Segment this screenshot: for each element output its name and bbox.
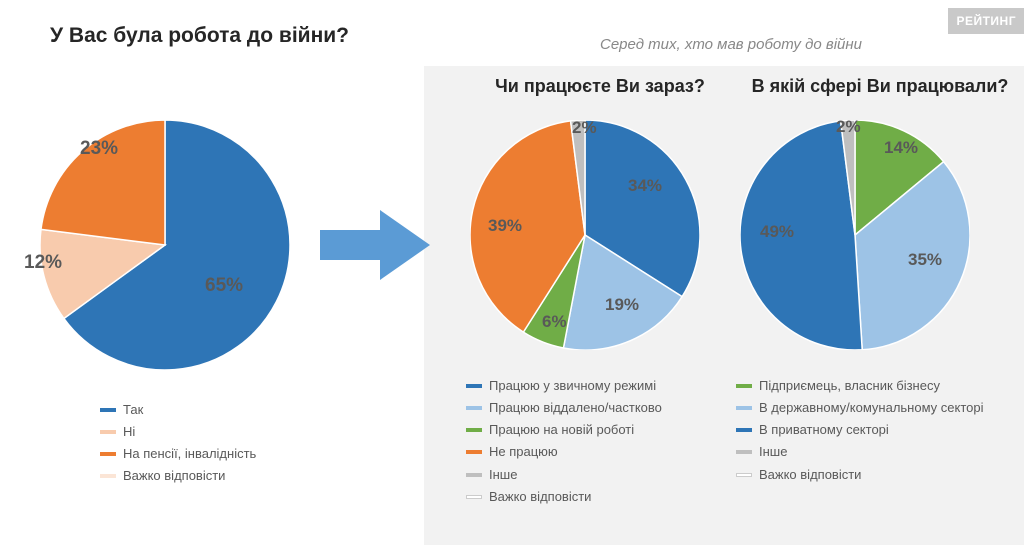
legend-row: Підприємець, власник бізнесу (736, 376, 1016, 396)
legend-label: Важко відповісти (123, 466, 360, 486)
legend-row: Працюю віддалено/частково (466, 398, 716, 418)
legend-row: В приватному секторі (736, 420, 1016, 440)
watermark-badge: РЕЙТИНГ (948, 8, 1024, 34)
legend-row: В державному/комунальному секторі (736, 398, 1016, 418)
legend-label: Так (123, 400, 360, 420)
slice-value-label: 49% (760, 222, 794, 242)
legend-label: В державному/комунальному секторі (759, 398, 1016, 418)
legend-chart3: Підприємець, власник бізнесуВ державному… (736, 376, 1016, 487)
slice-value-label: 6% (542, 312, 567, 332)
legend-swatch (736, 428, 752, 432)
legend-row: Важко відповісти (466, 487, 716, 507)
legend-swatch (736, 406, 752, 410)
legend-row: Інше (466, 465, 716, 485)
legend-row: Важко відповісти (100, 466, 360, 486)
legend-label: Важко відповісти (489, 487, 716, 507)
slice-value-label: 12% (24, 252, 62, 274)
legend-swatch (466, 495, 482, 499)
legend-label: Працюю віддалено/частково (489, 398, 716, 418)
legend-row: Важко відповісти (736, 465, 1016, 485)
legend-label: Ні (123, 422, 360, 442)
legend-row: Працюю у звичному режимі (466, 376, 716, 396)
slice-value-label: 65% (205, 275, 243, 297)
slice-value-label: 2% (836, 117, 861, 137)
slice-value-label: 34% (628, 176, 662, 196)
legend-row: Так (100, 400, 360, 420)
pie-slice (740, 121, 862, 350)
legend-chart2: Працюю у звичному режиміПрацюю віддалено… (466, 376, 716, 509)
pie-chart-2: 34% 19% 6% 39% 2% (470, 120, 700, 350)
legend-swatch (466, 384, 482, 388)
arrow-shape (320, 210, 430, 280)
legend-label: В приватному секторі (759, 420, 1016, 440)
legend-swatch (100, 408, 116, 412)
legend-swatch (466, 428, 482, 432)
slice-value-label: 23% (80, 138, 118, 160)
legend-swatch (100, 452, 116, 456)
legend-label: Інше (759, 442, 1016, 462)
main-title: У Вас була робота до війни? (50, 24, 349, 48)
arrow-icon (320, 210, 430, 280)
legend-swatch (736, 384, 752, 388)
legend-swatch (100, 474, 116, 478)
legend-label: Працюю у звичному режимі (489, 376, 716, 396)
legend-swatch (466, 406, 482, 410)
legend-label: На пенсії, інвалідність (123, 444, 360, 464)
legend-label: Працюю на новій роботі (489, 420, 716, 440)
slice-value-label: 39% (488, 216, 522, 236)
legend-chart1: ТакНіНа пенсії, інвалідністьВажко відпов… (100, 400, 360, 489)
legend-swatch (466, 450, 482, 454)
legend-swatch (466, 473, 482, 477)
slice-value-label: 19% (605, 295, 639, 315)
chart2-title: Чи працюєте Ви зараз? (470, 76, 730, 97)
legend-swatch (736, 473, 752, 477)
slice-value-label: 35% (908, 250, 942, 270)
legend-row: Ні (100, 422, 360, 442)
slice-value-label: 2% (572, 118, 597, 138)
legend-swatch (100, 430, 116, 434)
legend-row: Не працюю (466, 442, 716, 462)
pie1-svg (40, 120, 290, 370)
slice-value-label: 14% (884, 138, 918, 158)
legend-swatch (736, 450, 752, 454)
legend-row: На пенсії, інвалідність (100, 444, 360, 464)
subtitle: Серед тих, хто мав роботу до війни (600, 36, 862, 53)
legend-row: Працюю на новій роботі (466, 420, 716, 440)
legend-label: Не працюю (489, 442, 716, 462)
pie-chart-1: 65%12%23% (40, 120, 290, 370)
legend-label: Підприємець, власник бізнесу (759, 376, 1016, 396)
legend-row: Інше (736, 442, 1016, 462)
legend-label: Інше (489, 465, 716, 485)
pie-chart-3: 14% 35% 49% 2% (740, 120, 970, 350)
legend-label: Важко відповісти (759, 465, 1016, 485)
chart3-title: В якій сфері Ви працювали? (740, 76, 1020, 97)
